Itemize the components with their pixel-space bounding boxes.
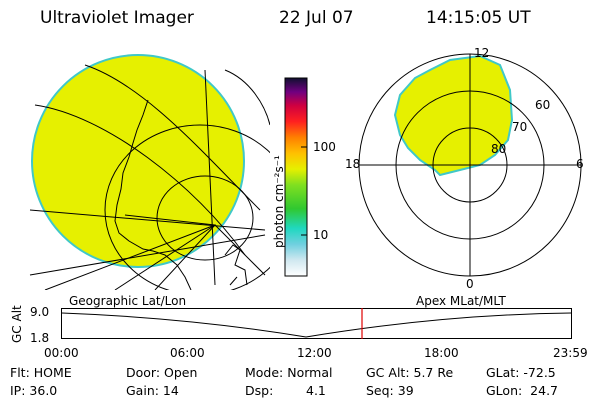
timeline-xtick-1800: 18:00 (424, 346, 459, 360)
flight-status: Flt: HOME (10, 365, 72, 380)
colorbar-unit-label: photon cm⁻²s⁻¹ (272, 155, 286, 248)
apex-map-label: Apex MLat/MLT (416, 294, 506, 308)
timeline-xtick-1200: 12:00 (297, 346, 332, 360)
glat-value: GLat: -72.5 (486, 365, 556, 380)
geo-emission-disc (31, 54, 245, 268)
timeline-plot (61, 308, 572, 339)
polar-lat-70: 70 (512, 120, 528, 134)
door-status: Door: Open (126, 365, 198, 380)
colorbar-tick-100: 100 (313, 140, 336, 154)
polar-label-right: 6 (576, 157, 584, 171)
timeline-axis-label: GC Alt (10, 305, 24, 343)
polar-emission-region (393, 54, 514, 177)
ip-value: IP: 36.0 (10, 383, 58, 398)
timeline-xtick-2359: 23:59 (553, 346, 588, 360)
dsp-value: 4.1 (306, 383, 326, 398)
polar-label-bottom: 0 (466, 277, 474, 291)
colorbar-gradient (284, 77, 308, 277)
polar-plot (358, 53, 582, 277)
app-title: Ultraviolet Imager (40, 8, 194, 28)
gain-value: Gain: 14 (126, 383, 179, 398)
polar-label-top: 12 (474, 46, 490, 60)
timeline-xtick-0600: 06:00 (170, 346, 205, 360)
geo-map-label: Geographic Lat/Lon (69, 294, 187, 308)
mode-status: Mode: Normal (245, 365, 333, 380)
polar-lat-60: 60 (535, 98, 551, 112)
colorbar (284, 77, 308, 277)
colorbar-tick-10: 10 (313, 228, 329, 242)
timeline-ytick-top: 9.0 (30, 305, 50, 319)
gc-alt-value: GC Alt: 5.7 Re (366, 365, 454, 380)
coastline (114, 99, 248, 290)
glon-value: GLon: 24.7 (486, 383, 558, 398)
geographic-map (29, 54, 270, 290)
polar-label-left: 18 (345, 157, 361, 171)
time-label: 14:15:05 UT (426, 8, 531, 28)
timeline-ytick-bottom: 1.8 (30, 331, 50, 345)
timeline-xtick-0000: 00:00 (44, 346, 79, 360)
altitude-curve (61, 312, 572, 338)
polar-lat-80: 80 (491, 142, 507, 156)
dsp-label: Dsp: (245, 383, 274, 398)
seq-value: Seq: 39 (366, 383, 414, 398)
date-label: 22 Jul 07 (279, 8, 354, 28)
